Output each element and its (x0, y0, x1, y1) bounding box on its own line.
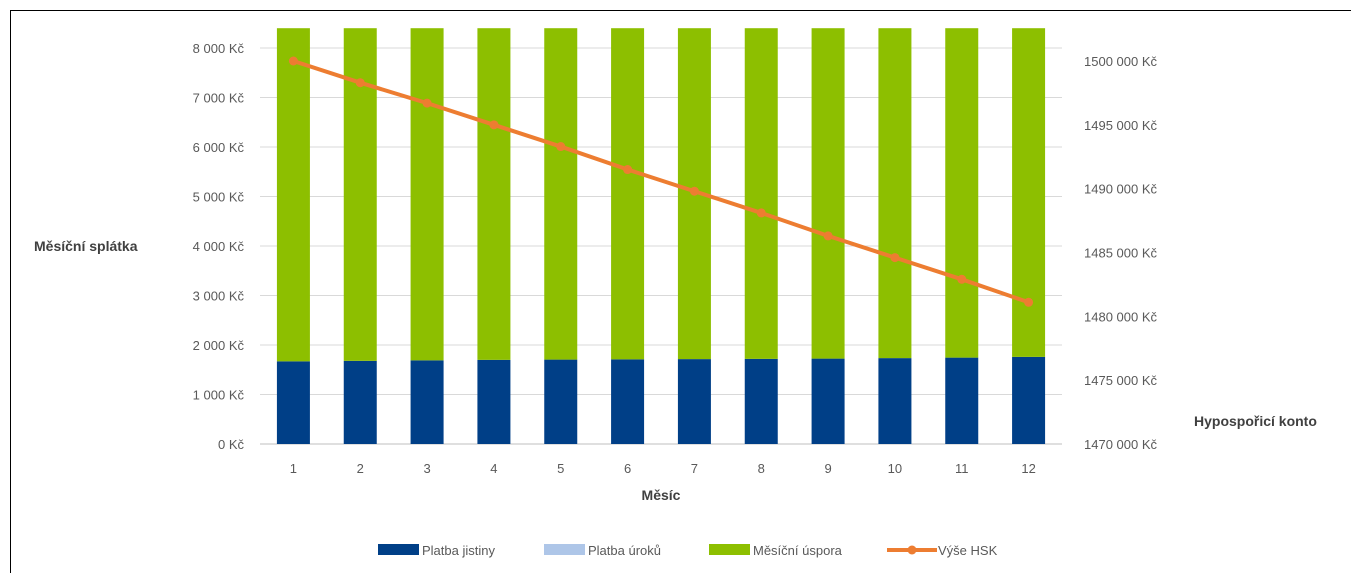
line-point (957, 274, 967, 284)
bar-platba-jistiny (544, 359, 578, 444)
legend-swatch-mesicni-uspora (709, 544, 750, 555)
y2-tick-label: 1475 000 Kč (1084, 373, 1158, 388)
bar-platba-jistiny (611, 359, 645, 444)
bar-měsíční-úspora (276, 28, 310, 362)
line-point (823, 231, 833, 241)
bar-platba-jistiny (878, 358, 912, 444)
legend: Platba jistiny Platba úroků Měsíční úspo… (378, 543, 998, 558)
line-point (623, 165, 633, 175)
bar-platba-jistiny (744, 358, 778, 444)
legend-marker-vyse-hsk (907, 545, 917, 555)
legend-label-platba-uroku: Platba úroků (588, 543, 661, 558)
bar-platba-jistiny (477, 359, 511, 444)
bar-měsíční-úspora (544, 28, 578, 360)
legend-label-vyse-hsk: Výše HSK (938, 543, 998, 558)
y-tick-label: 6 000 Kč (193, 140, 245, 155)
line-point (756, 208, 766, 218)
x-axis-title: Měsíc (642, 487, 681, 503)
bar-měsíční-úspora (477, 28, 511, 360)
bar-měsíční-úspora (611, 28, 645, 360)
y-tick-label: 1 000 Kč (193, 388, 245, 403)
y-tick-label: 3 000 Kč (193, 289, 245, 304)
y2-tick-label: 1490 000 Kč (1084, 182, 1158, 197)
bar-měsíční-úspora (744, 28, 778, 359)
bar-měsíční-úspora (945, 28, 979, 358)
line-point (489, 120, 499, 130)
x-tick-label: 3 (423, 461, 430, 476)
y2-tick-label: 1485 000 Kč (1084, 246, 1158, 261)
line-vyse-hsk (292, 59, 1030, 305)
y2-tick-label: 1500 000 Kč (1084, 54, 1158, 69)
bar-series (276, 28, 1046, 444)
y-tick-label: 0 Kč (218, 437, 245, 452)
x-tick-label: 2 (357, 461, 364, 476)
y-tick-label: 7 000 Kč (193, 91, 245, 106)
x-tick-label: 10 (888, 461, 902, 476)
y2-tick-label: 1480 000 Kč (1084, 309, 1158, 324)
y-axis-title: Měsíční splátka (34, 238, 138, 254)
x-tick-label: 7 (691, 461, 698, 476)
line-point (556, 142, 566, 152)
legend-label-platba-jistiny: Platba jistiny (422, 543, 495, 558)
y2-tick-label: 1495 000 Kč (1084, 118, 1158, 133)
chart-frame (10, 10, 1351, 573)
legend-swatch-platba-uroku (544, 544, 585, 555)
y-tick-label: 2 000 Kč (193, 338, 245, 353)
line-series (288, 56, 1034, 307)
bar-měsíční-úspora (410, 28, 444, 361)
x-tick-label: 5 (557, 461, 564, 476)
bar-měsíční-úspora (1012, 28, 1046, 357)
gridlines (260, 47, 1062, 445)
y-axis-ticks: 0 Kč 1 000 Kč 2 000 Kč 3 000 Kč 4 000 Kč 5 00… (193, 41, 245, 452)
y-tick-label: 8 000 Kč (193, 41, 245, 56)
y-tick-label: 5 000 Kč (193, 190, 245, 205)
x-tick-label: 9 (824, 461, 831, 476)
bar-platba-jistiny (276, 361, 310, 444)
x-tick-label: 11 (955, 461, 969, 476)
x-tick-label: 8 (758, 461, 765, 476)
x-tick-label: 12 (1021, 461, 1035, 476)
line-point (890, 253, 900, 263)
y-tick-label: 4 000 Kč (193, 239, 245, 254)
bar-měsíční-úspora (878, 28, 912, 359)
bar-platba-jistiny (343, 360, 377, 444)
y2-axis-ticks: 1470 000 Kč 1475 000 Kč 1480 000 Kč 1485 00… (1084, 54, 1158, 452)
line-point (422, 98, 432, 108)
bar-platba-jistiny (1012, 356, 1046, 444)
bar-platba-jistiny (677, 359, 711, 444)
line-point (689, 186, 699, 196)
y2-axis-title: Hypospořicí konto (1194, 413, 1317, 429)
x-tick-label: 4 (490, 461, 497, 476)
line-point (1024, 297, 1034, 307)
bar-platba-jistiny (945, 357, 979, 444)
legend-label-mesicni-uspora: Měsíční úspora (753, 543, 843, 558)
bar-platba-jistiny (811, 358, 845, 444)
line-point (288, 56, 298, 66)
legend-swatch-platba-jistiny (378, 544, 419, 555)
x-axis-ticks: 1 2 3 4 5 6 7 8 9 10 11 12 (290, 461, 1036, 476)
bar-měsíční-úspora (811, 28, 845, 359)
y2-tick-label: 1470 000 Kč (1084, 437, 1158, 452)
x-tick-label: 6 (624, 461, 631, 476)
x-tick-label: 1 (290, 461, 297, 476)
line-point (355, 78, 365, 88)
bar-platba-jistiny (410, 360, 444, 444)
